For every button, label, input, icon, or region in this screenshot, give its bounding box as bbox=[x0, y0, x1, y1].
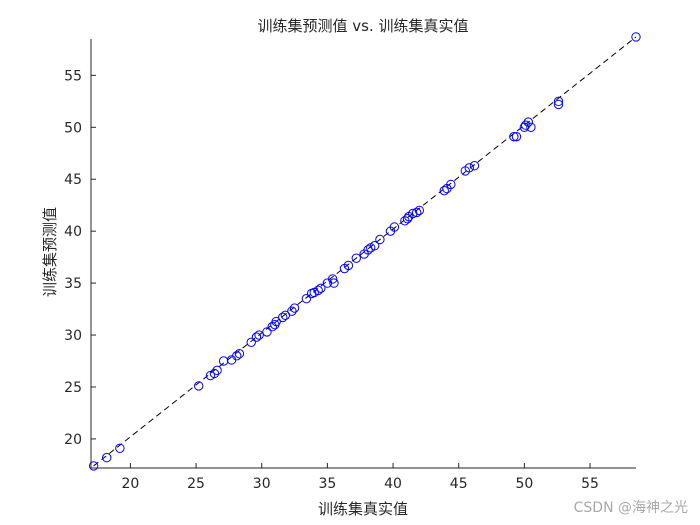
y-tick-label: 40 bbox=[64, 224, 82, 240]
data-point bbox=[88, 461, 99, 471]
data-point bbox=[251, 332, 262, 342]
reference-line bbox=[93, 36, 637, 467]
data-point bbox=[351, 253, 361, 263]
chart-title: 训练集预测值 vs. 训练集真实值 bbox=[258, 17, 469, 35]
y-tick-label: 35 bbox=[64, 276, 82, 292]
data-point bbox=[193, 381, 204, 391]
data-point bbox=[212, 365, 222, 376]
y-tick-label: 50 bbox=[64, 120, 82, 136]
data-point bbox=[369, 241, 380, 251]
y-axis-label: 训练集预测值 bbox=[41, 207, 59, 297]
data-point bbox=[232, 351, 242, 361]
data-point bbox=[289, 303, 300, 313]
data-points bbox=[88, 32, 641, 471]
data-point bbox=[218, 356, 229, 366]
data-point bbox=[246, 337, 256, 348]
data-point bbox=[278, 312, 288, 323]
data-point bbox=[509, 131, 519, 142]
data-point bbox=[464, 163, 474, 173]
data-point bbox=[234, 349, 245, 359]
data-point bbox=[209, 368, 220, 379]
data-point bbox=[254, 330, 264, 340]
data-point bbox=[526, 122, 536, 132]
data-point bbox=[287, 306, 297, 316]
x-tick-label: 50 bbox=[515, 476, 533, 492]
data-point bbox=[411, 207, 422, 218]
data-point bbox=[102, 452, 112, 463]
data-point bbox=[523, 117, 534, 127]
y-tick-label: 30 bbox=[64, 328, 82, 344]
x-tick-label: 20 bbox=[121, 476, 139, 492]
data-point bbox=[375, 234, 385, 245]
data-point bbox=[313, 285, 323, 296]
data-point bbox=[271, 316, 281, 327]
x-tick-label: 55 bbox=[581, 476, 599, 492]
data-point bbox=[469, 161, 480, 171]
data-point bbox=[446, 179, 456, 190]
data-point bbox=[414, 205, 425, 216]
data-point bbox=[363, 245, 373, 255]
x-tick-label: 25 bbox=[187, 476, 205, 492]
data-point bbox=[262, 327, 272, 337]
x-tick-label: 35 bbox=[318, 476, 336, 492]
x-tick-label: 30 bbox=[253, 476, 271, 492]
data-point bbox=[389, 222, 400, 232]
diagonal-dashed-line bbox=[93, 36, 637, 467]
data-point bbox=[520, 120, 531, 130]
data-point bbox=[511, 131, 522, 142]
y-tick-label: 55 bbox=[64, 68, 82, 84]
data-point bbox=[631, 32, 641, 42]
axes: 20 25 30 35 40 45 50 55 20 25 30 35 40 45 50 55 bbox=[64, 39, 636, 492]
x-tick-label: 45 bbox=[450, 476, 468, 492]
data-point bbox=[329, 278, 339, 288]
data-point bbox=[343, 260, 354, 271]
data-point bbox=[327, 274, 338, 284]
data-point bbox=[439, 185, 449, 196]
data-point bbox=[115, 443, 125, 453]
data-point bbox=[402, 214, 413, 224]
y-tick-label: 45 bbox=[64, 172, 82, 188]
y-tick-label: 20 bbox=[64, 432, 82, 448]
data-point bbox=[553, 99, 564, 110]
data-point bbox=[553, 96, 564, 107]
y-tick-label: 25 bbox=[64, 380, 82, 396]
data-point bbox=[280, 310, 291, 321]
watermark: CSDN @海神之光 bbox=[574, 500, 688, 516]
data-point bbox=[301, 293, 312, 304]
x-axis-label: 训练集真实值 bbox=[318, 500, 408, 518]
data-point bbox=[316, 283, 326, 293]
x-tick-label: 40 bbox=[384, 476, 402, 492]
